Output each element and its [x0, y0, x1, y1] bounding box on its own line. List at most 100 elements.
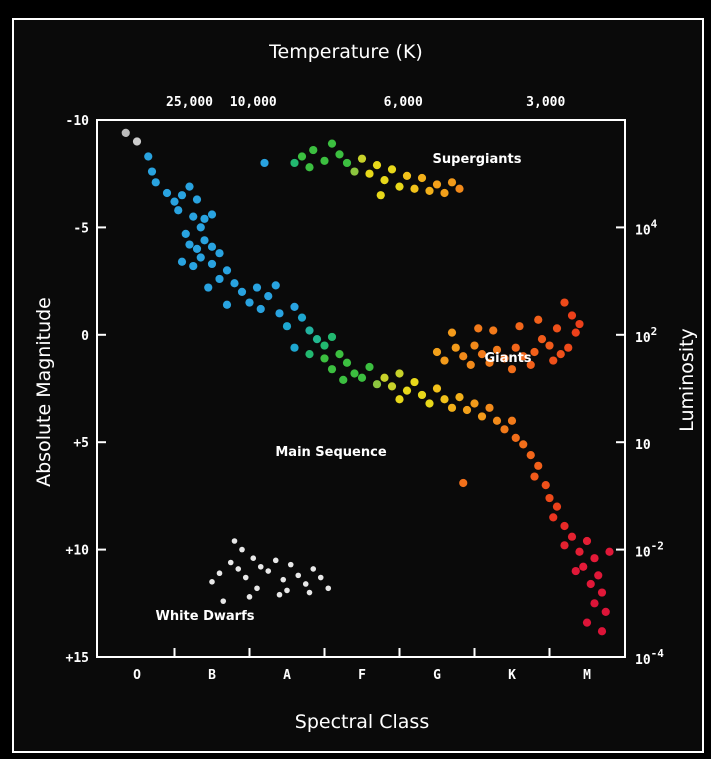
star-point	[560, 521, 569, 531]
star-point	[222, 300, 232, 309]
star-point	[560, 298, 569, 307]
star-point	[310, 566, 317, 572]
star-point	[447, 403, 457, 412]
temperature-tick-label: 3,000	[526, 95, 565, 110]
star-point	[200, 236, 209, 245]
star-point	[335, 350, 344, 359]
star-point	[230, 279, 239, 288]
spectral-class-label: G	[433, 668, 441, 683]
star-point	[519, 440, 528, 449]
star-point	[237, 287, 247, 296]
y-right-axis-title: Luminosity	[676, 328, 698, 432]
y-left-tick-label: 0	[81, 329, 89, 344]
star-point	[132, 137, 142, 146]
star-point	[284, 587, 290, 594]
star-point	[306, 589, 313, 596]
star-point	[320, 156, 329, 165]
star-point	[207, 242, 217, 251]
star-point	[305, 326, 314, 335]
star-point	[597, 627, 607, 636]
star-point	[447, 328, 457, 337]
star-point	[312, 334, 322, 344]
star-point	[470, 399, 479, 408]
star-point	[571, 328, 580, 337]
star-point	[395, 395, 404, 404]
star-point	[192, 195, 202, 204]
spectral-class-label: K	[508, 668, 516, 683]
star-point	[282, 322, 292, 331]
star-point	[582, 536, 592, 546]
star-point	[425, 399, 434, 408]
star-point	[380, 176, 389, 185]
star-point	[151, 178, 160, 187]
plot-frame	[96, 119, 626, 658]
star-point	[545, 493, 554, 503]
star-point	[162, 188, 172, 198]
star-point	[447, 178, 457, 187]
star-point	[526, 450, 535, 460]
star-point	[365, 169, 374, 178]
star-point	[339, 375, 348, 385]
y-right-tick-label: 10-4	[635, 647, 664, 668]
star-point	[357, 154, 367, 163]
star-point	[425, 186, 434, 195]
y-left-tick-label: +5	[73, 436, 89, 451]
star-point	[571, 566, 580, 576]
star-point	[489, 326, 498, 335]
star-point	[387, 382, 397, 391]
star-point	[342, 358, 352, 367]
star-point	[372, 161, 382, 170]
star-point	[376, 191, 385, 200]
spectral-class-label: F	[358, 668, 366, 683]
star-point	[192, 244, 202, 253]
supergiants-label: Supergiants	[433, 152, 522, 167]
star-point	[121, 128, 130, 137]
star-point	[256, 304, 265, 314]
star-point	[239, 546, 245, 553]
y-right-tick-label: 102	[635, 325, 657, 346]
star-point	[402, 171, 412, 180]
star-point	[216, 570, 223, 577]
star-point	[410, 184, 419, 193]
star-point	[586, 579, 595, 589]
giants-label: Giants	[484, 351, 531, 366]
star-point	[335, 150, 344, 159]
star-point	[260, 158, 269, 168]
star-point	[440, 188, 449, 198]
star-point	[147, 167, 157, 176]
star-point	[492, 345, 502, 354]
star-point	[280, 576, 287, 583]
main-sequence-label: Main Sequence	[275, 445, 386, 460]
star-point	[432, 347, 442, 357]
star-point	[327, 365, 337, 374]
star-point	[530, 347, 539, 357]
star-point	[350, 369, 359, 378]
star-point	[290, 343, 299, 352]
star-point	[177, 191, 187, 200]
star-point	[196, 253, 205, 262]
star-point	[250, 555, 257, 561]
star-point	[170, 197, 179, 206]
star-point	[272, 557, 279, 564]
star-point	[519, 352, 528, 361]
star-point	[320, 354, 329, 363]
y-left-axis-title: Absolute Magnitude	[33, 297, 55, 487]
star-point	[470, 341, 479, 350]
star-point	[485, 358, 494, 367]
star-point	[534, 315, 543, 324]
spectral-class-label: M	[583, 668, 591, 683]
star-point	[545, 341, 554, 350]
star-point	[287, 561, 294, 568]
star-point	[575, 319, 584, 329]
star-point	[492, 416, 502, 425]
star-point	[317, 574, 324, 581]
star-point	[209, 579, 215, 585]
star-point	[590, 554, 599, 563]
star-point	[455, 184, 464, 193]
star-point	[320, 341, 329, 350]
star-point	[579, 562, 588, 571]
y-left-tick-label: -10	[66, 114, 90, 129]
star-point	[215, 274, 224, 284]
x-bottom-axis-title: Spectral Class	[295, 711, 429, 733]
